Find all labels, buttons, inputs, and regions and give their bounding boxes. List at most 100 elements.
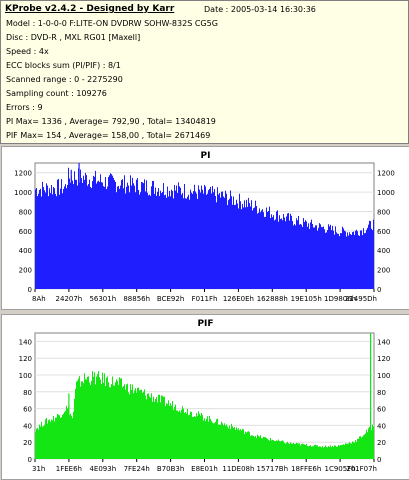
pif-bar	[207, 416, 208, 459]
pif-bar	[285, 443, 286, 459]
pi-bar	[126, 186, 127, 289]
pif-xtick-label: E8E01h	[191, 465, 218, 473]
pif-bar	[152, 401, 153, 459]
pi-bar	[310, 222, 311, 289]
pi-bar	[328, 224, 329, 289]
pi-bar	[116, 192, 117, 289]
pi-bar	[151, 186, 152, 289]
pif-ytick-right: 0	[377, 456, 381, 464]
pi-bar	[180, 187, 181, 289]
pi-bar	[125, 193, 126, 289]
pif-bar	[317, 445, 318, 459]
pi-bar	[237, 203, 238, 289]
pif-bar	[57, 414, 58, 459]
pi-bar	[48, 196, 49, 289]
pi-bar	[354, 234, 355, 289]
pif-ytick-left: 0	[28, 456, 32, 464]
pif-bar	[203, 420, 204, 459]
pif-bar	[248, 431, 249, 459]
pif-bar	[369, 426, 370, 459]
pi-bar	[286, 216, 287, 289]
pi-bar	[290, 213, 291, 289]
pif-bar	[258, 435, 259, 459]
pif-area	[35, 371, 374, 459]
pi-bar	[152, 181, 153, 289]
pi-bar	[138, 189, 139, 289]
pi-bar	[259, 208, 260, 289]
pi-xtick-label: 126E0Eh	[223, 295, 254, 303]
pif-bar	[175, 404, 176, 459]
pif-bar	[337, 446, 338, 459]
pif-bar	[206, 418, 207, 459]
pif-bar	[42, 426, 43, 459]
pif-bar	[297, 443, 298, 459]
pif-bar	[80, 386, 81, 459]
pif-bar	[235, 429, 236, 459]
pi-bar	[129, 192, 130, 289]
pif-chart-panel: PIF 0 0 20 20 40 40 60 60 80 80 100 100 120 120 140 140…	[1, 314, 409, 480]
pi-bar	[336, 232, 337, 289]
pi-bar	[114, 180, 115, 289]
pif-bar	[303, 444, 304, 459]
pif-bar	[280, 441, 281, 459]
pi-bar	[46, 183, 47, 289]
pif-bar	[333, 447, 334, 459]
pi-bar	[344, 230, 345, 289]
pif-bar	[312, 446, 313, 459]
pif-bar	[366, 429, 367, 459]
pif-bar	[208, 421, 209, 459]
pi-bar	[339, 236, 340, 289]
speed-line: Speed : 4x	[6, 47, 49, 56]
pi-bar	[371, 228, 372, 289]
pif-bar	[198, 411, 199, 459]
pif-bar	[323, 447, 324, 459]
pif-bar	[156, 397, 157, 459]
pif-xtick-label: 11DE08h	[222, 465, 254, 473]
pif-bar	[262, 438, 263, 459]
pif-bar	[214, 423, 215, 459]
pif-bar	[357, 438, 358, 459]
pi-bar	[372, 230, 373, 289]
pif-ytick-right: 100	[377, 372, 390, 380]
pi-bar	[306, 221, 307, 289]
pif-xtick-label: 4E093h	[89, 465, 116, 473]
pif-bar	[161, 395, 162, 459]
pif-bar	[251, 435, 252, 459]
pi-ytick-right: 200	[377, 267, 390, 275]
pif-bar	[116, 379, 117, 459]
pif-bar	[365, 433, 366, 459]
pif-ytick-left: 80	[23, 389, 32, 397]
pif-bar	[77, 380, 78, 459]
pi-bar	[111, 174, 112, 289]
pi-bar	[103, 186, 104, 289]
pi-bar	[99, 181, 100, 289]
pif-bar	[84, 373, 85, 459]
pif-bar	[137, 387, 138, 459]
pi-bar	[217, 187, 218, 289]
pi-bar	[299, 224, 300, 289]
pif-bar	[212, 422, 213, 459]
pif-xtick-label: 7FE24h	[124, 465, 150, 473]
pif-bar	[41, 421, 42, 459]
pi-bar	[319, 223, 320, 289]
pi-bar	[362, 235, 363, 289]
pi-bar	[39, 189, 40, 289]
pi-bar	[257, 213, 258, 289]
pi-bar	[113, 177, 114, 289]
pif-bar	[356, 441, 357, 459]
pif-bar	[215, 421, 216, 459]
pi-bar	[297, 220, 298, 289]
pi-bar	[365, 232, 366, 289]
pif-bar	[96, 376, 97, 459]
pif-bar	[100, 379, 101, 459]
pi-xtick-label: 162888h	[257, 295, 288, 303]
pif-bar	[171, 405, 172, 459]
pif-bar	[114, 385, 115, 459]
pif-bar	[141, 389, 142, 459]
pi-ytick-left: 600	[19, 228, 32, 236]
pif-bar	[347, 443, 348, 459]
pi-bar	[208, 190, 209, 289]
pi-bar	[348, 235, 349, 289]
pi-bar	[355, 230, 356, 289]
pi-bar	[346, 236, 347, 289]
